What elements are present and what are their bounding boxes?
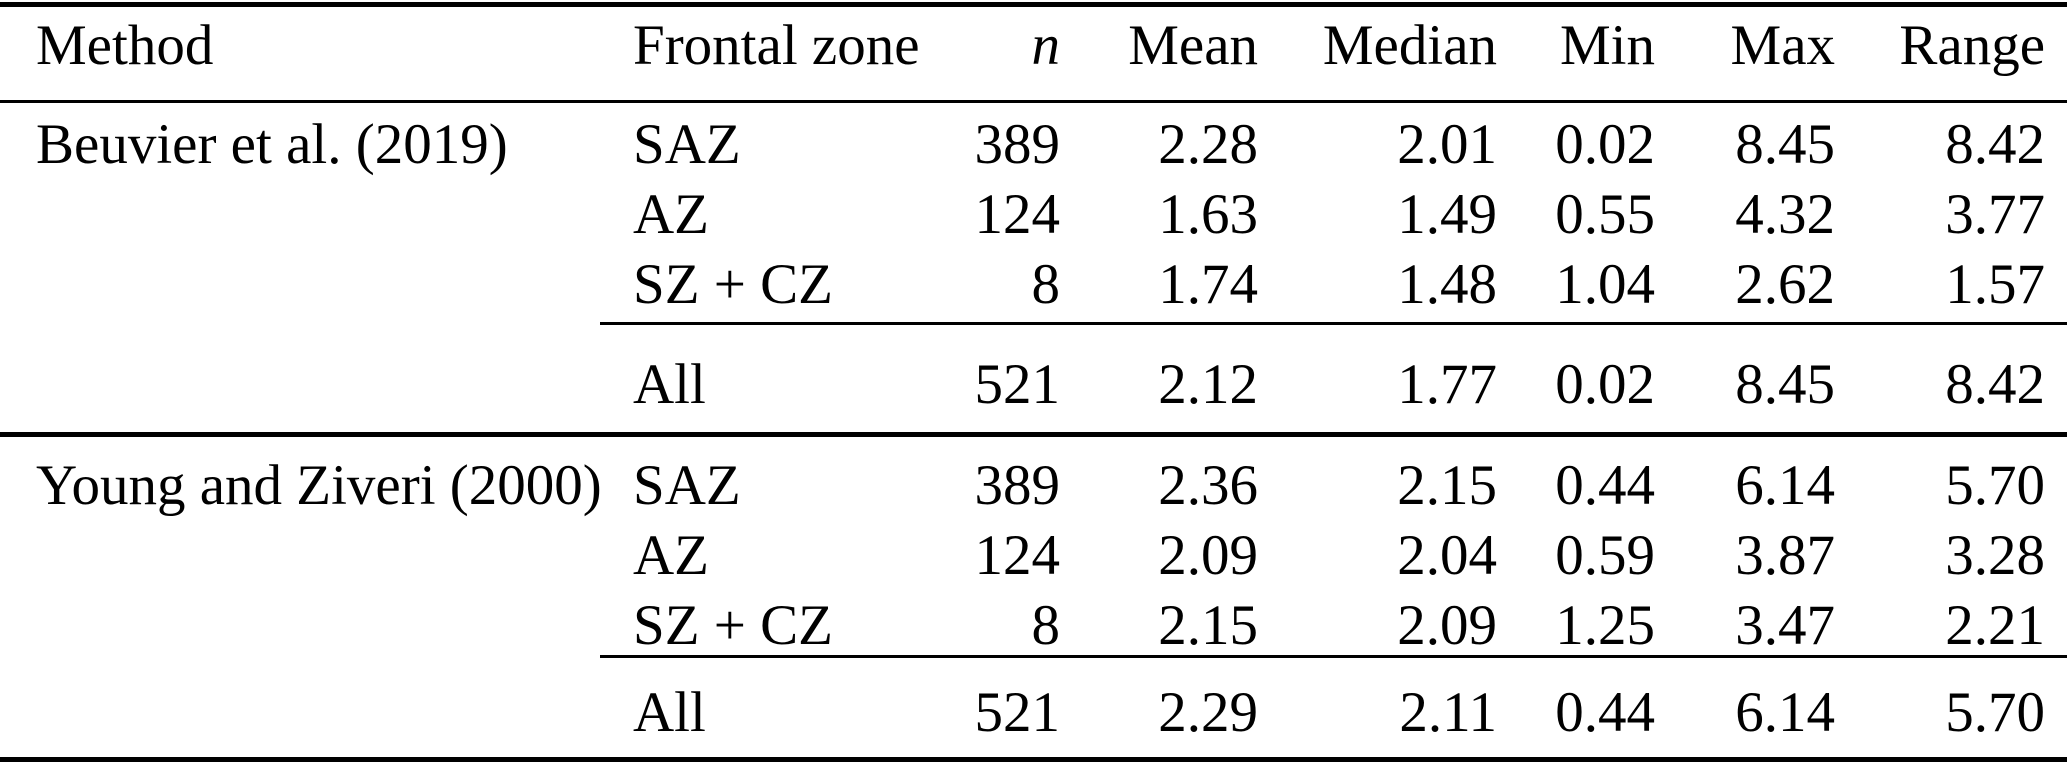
mean-cell: 2.28 [1158, 112, 1258, 176]
max-cell: 8.45 [1735, 112, 1835, 176]
col-header-n: n [1031, 13, 1061, 77]
table-bottom-rule [0, 757, 2067, 762]
table-row-all: All 521 2.12 1.77 0.02 8.45 8.42 [0, 349, 2067, 419]
col-header-min: Min [1559, 13, 1655, 77]
max-cell: 6.14 [1735, 680, 1835, 744]
range-cell: 5.70 [1945, 680, 2045, 744]
zone-cell: SZ + CZ [633, 252, 834, 316]
zone-cell: AZ [633, 182, 709, 246]
n-cell: 8 [1031, 252, 1061, 316]
col-header-range: Range [1899, 13, 2045, 77]
median-cell: 1.77 [1397, 352, 1497, 416]
n-cell: 389 [974, 453, 1061, 517]
median-cell: 1.48 [1397, 252, 1497, 316]
max-cell: 3.87 [1735, 523, 1835, 587]
col-header-frontal-zone: Frontal zone [633, 13, 920, 77]
median-cell: 2.09 [1397, 593, 1497, 657]
n-cell: 521 [974, 680, 1061, 744]
mean-cell: 1.63 [1158, 182, 1258, 246]
range-cell: 8.42 [1945, 352, 2045, 416]
table-row: Beuvier et al. (2019) SAZ 389 2.28 2.01 … [0, 109, 2067, 179]
median-cell: 2.01 [1397, 112, 1497, 176]
method-cell: Young and Ziveri (2000) [36, 453, 602, 517]
table-header-row: Method Frontal zone n Mean Median Min Ma… [0, 10, 2067, 80]
table-row: SZ + CZ 8 2.15 2.09 1.25 3.47 2.21 [0, 590, 2067, 660]
median-cell: 1.49 [1397, 182, 1497, 246]
median-cell: 2.11 [1399, 680, 1497, 744]
table-row: Young and Ziveri (2000) SAZ 389 2.36 2.1… [0, 450, 2067, 520]
min-cell: 0.59 [1555, 523, 1655, 587]
range-cell: 8.42 [1945, 112, 2045, 176]
mean-cell: 2.36 [1158, 453, 1258, 517]
mean-cell: 1.74 [1158, 252, 1258, 316]
zone-cell: All [633, 352, 706, 416]
zone-cell: All [633, 680, 706, 744]
min-cell: 1.04 [1555, 252, 1655, 316]
table-top-rule [0, 2, 2067, 7]
zone-cell: SZ + CZ [633, 593, 834, 657]
median-cell: 2.04 [1397, 523, 1497, 587]
min-cell: 0.55 [1555, 182, 1655, 246]
n-cell: 389 [974, 112, 1061, 176]
table-header-rule [0, 100, 2067, 103]
range-cell: 5.70 [1945, 453, 2045, 517]
mean-cell: 2.09 [1158, 523, 1258, 587]
n-cell: 8 [1031, 593, 1061, 657]
min-cell: 0.02 [1555, 352, 1655, 416]
max-cell: 8.45 [1735, 352, 1835, 416]
mean-cell: 2.29 [1158, 680, 1258, 744]
table-row: AZ 124 2.09 2.04 0.59 3.87 3.28 [0, 520, 2067, 590]
table-row: SZ + CZ 8 1.74 1.48 1.04 2.62 1.57 [0, 249, 2067, 319]
min-cell: 0.02 [1555, 112, 1655, 176]
zone-cell: SAZ [633, 453, 741, 517]
min-cell: 0.44 [1555, 680, 1655, 744]
mean-cell: 2.12 [1158, 352, 1258, 416]
max-cell: 4.32 [1735, 182, 1835, 246]
col-header-mean: Mean [1128, 13, 1258, 77]
min-cell: 1.25 [1555, 593, 1655, 657]
table-row: AZ 124 1.63 1.49 0.55 4.32 3.77 [0, 179, 2067, 249]
group1-partial-rule [600, 322, 2067, 325]
col-header-median: Median [1322, 13, 1497, 77]
zone-cell: AZ [633, 523, 709, 587]
col-header-method: Method [36, 13, 214, 77]
n-cell: 124 [974, 523, 1061, 587]
max-cell: 2.62 [1735, 252, 1835, 316]
range-cell: 3.28 [1945, 523, 2045, 587]
min-cell: 0.44 [1555, 453, 1655, 517]
max-cell: 3.47 [1735, 593, 1835, 657]
method-cell: Beuvier et al. (2019) [36, 112, 508, 176]
n-cell: 521 [974, 352, 1061, 416]
mean-cell: 2.15 [1158, 593, 1258, 657]
table-mid-rule [0, 432, 2067, 437]
range-cell: 3.77 [1945, 182, 2045, 246]
zone-cell: SAZ [633, 112, 741, 176]
group2-partial-rule [600, 655, 2067, 658]
max-cell: 6.14 [1735, 453, 1835, 517]
table-row-all: All 521 2.29 2.11 0.44 6.14 5.70 [0, 677, 2067, 747]
range-cell: 1.57 [1945, 252, 2045, 316]
col-header-max: Max [1730, 13, 1835, 77]
n-cell: 124 [974, 182, 1061, 246]
range-cell: 2.21 [1945, 593, 2045, 657]
median-cell: 2.15 [1397, 453, 1497, 517]
